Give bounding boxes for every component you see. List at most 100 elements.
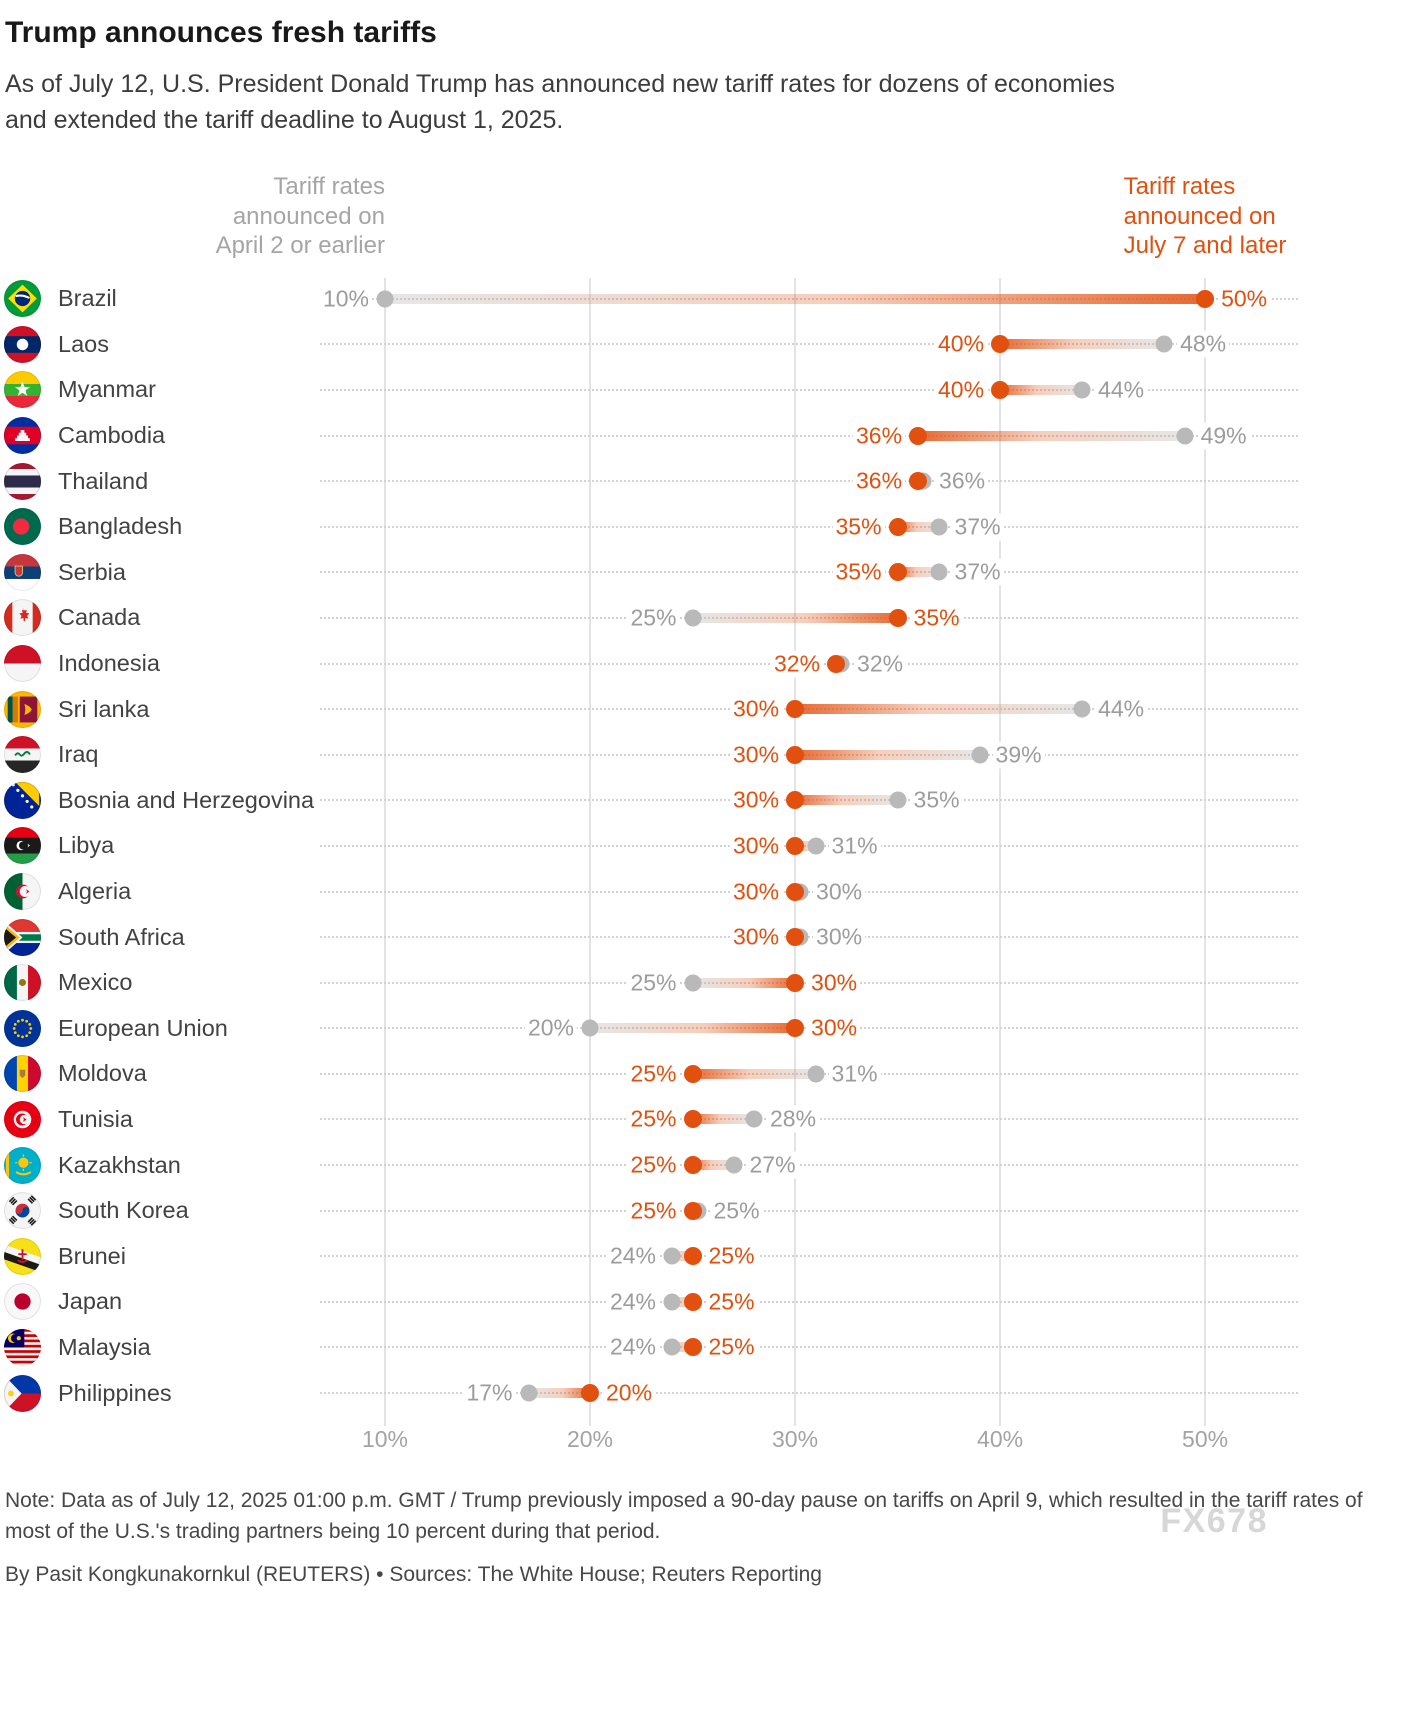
iraq-flag-icon	[4, 736, 41, 774]
row-track: 36% 49%	[320, 413, 1300, 459]
july-rate-label: 25%	[705, 1242, 758, 1270]
july-rate-label: 30%	[729, 786, 783, 814]
july-rate-dot	[888, 563, 907, 582]
row-track: 25% 24%	[320, 1279, 1300, 1325]
leader-dotted-line	[320, 525, 1298, 528]
leader-dotted-line	[320, 480, 1298, 483]
april-rate-label: 37%	[951, 513, 1004, 541]
rate-change-bar	[897, 521, 939, 532]
row-track: 40% 48%	[320, 322, 1300, 368]
rate-change-bar	[1000, 339, 1165, 350]
country-name: Iraq	[58, 741, 99, 768]
country-name: Brazil	[58, 285, 117, 312]
july-rate-label: 30%	[808, 969, 861, 997]
july-rate-label: 25%	[627, 1151, 680, 1179]
april-rate-dot	[684, 609, 702, 627]
july-rate-dot	[683, 1110, 702, 1129]
july-rate-dot	[1196, 289, 1215, 308]
rate-change-bar	[384, 293, 1206, 304]
leader-dotted-line	[320, 1164, 1298, 1167]
rate-change-bar	[672, 1342, 693, 1353]
rate-change-bar	[692, 1160, 734, 1171]
country-name: Bosnia and Herzegovina	[58, 786, 315, 813]
april-rate-dot	[807, 837, 825, 855]
row-track: 25% 25%	[320, 1188, 1300, 1234]
row-track: 30% 25%	[320, 960, 1300, 1006]
country-row-moldova: Moldova 25% 31%	[0, 1051, 1420, 1097]
leader-dotted-line	[320, 1346, 1298, 1349]
mexico-flag-icon	[4, 964, 41, 1002]
july-rate-dot	[909, 472, 928, 491]
country-row-philippines: Philippines 20% 17%	[0, 1370, 1420, 1416]
legend-july-series: Tariff rates announced on July 7 and later	[1123, 173, 1287, 260]
country-name: Moldova	[58, 1060, 147, 1087]
row-track: 35% 37%	[320, 504, 1300, 550]
april-rate-label: 48%	[1177, 330, 1230, 358]
row-track: 25% 24%	[320, 1325, 1300, 1371]
country-name: Serbia	[58, 558, 126, 585]
leader-dotted-line	[320, 1255, 1298, 1258]
myanmar-flag-icon	[4, 371, 41, 409]
thailand-flag-icon	[4, 462, 41, 500]
july-rate-label: 25%	[627, 1105, 680, 1133]
leader-dotted-line	[320, 1300, 1298, 1303]
july-rate-dot	[786, 836, 805, 855]
row-track: 30% 39%	[320, 732, 1300, 778]
july-rate-label: 30%	[729, 695, 783, 723]
leader-dotted-line	[320, 388, 1298, 391]
x-axis: 10% 20% 30% 40% 50%	[320, 1416, 1300, 1460]
legend-april-series: Tariff rates announced on April 2 or earli…	[215, 173, 385, 260]
july-rate-dot	[991, 380, 1010, 399]
southafrica-flag-icon	[4, 918, 41, 956]
april-rate-dot	[581, 1019, 599, 1037]
april-rate-dot	[663, 1247, 681, 1265]
row-track: 35% 37%	[320, 550, 1300, 596]
country-name: Bangladesh	[58, 513, 183, 540]
april-rate-dot	[520, 1384, 537, 1402]
country-row-brazil: Brazil 50% 10%	[0, 276, 1420, 322]
libya-flag-icon	[4, 827, 41, 865]
april-rate-dot	[807, 1065, 825, 1083]
country-row-srilanka: Sri lanka 30% 44%	[0, 686, 1420, 732]
july-rate-label: 35%	[910, 604, 963, 632]
brunei-flag-icon	[4, 1237, 41, 1275]
july-rate-dot	[786, 700, 805, 719]
july-rate-label: 36%	[852, 422, 906, 450]
july-rate-dot	[888, 608, 907, 627]
july-rate-label: 40%	[935, 376, 988, 404]
country-name: Philippines	[58, 1379, 172, 1406]
country-name: European Union	[58, 1014, 228, 1041]
rate-change-bar	[692, 1114, 755, 1125]
rate-change-bar	[897, 567, 939, 578]
row-track: 40% 44%	[320, 367, 1300, 413]
kazakhstan-flag-icon	[4, 1146, 41, 1184]
country-row-malaysia: Malaysia 25% 24%	[0, 1325, 1420, 1371]
april-rate-dot	[684, 974, 702, 992]
row-track: 30% 30%	[320, 914, 1300, 960]
country-name: Sri lanka	[58, 695, 150, 722]
country-name: Myanmar	[58, 376, 156, 403]
row-track: 20% 17%	[320, 1370, 1300, 1416]
april-rate-label: 27%	[746, 1151, 799, 1179]
country-name: Cambodia	[58, 422, 166, 449]
rate-change-bar	[1000, 384, 1083, 395]
april-rate-label: 31%	[828, 832, 881, 860]
gridline	[383, 278, 386, 1426]
april-rate-dot	[930, 518, 948, 536]
x-tick-label: 20%	[566, 1425, 614, 1452]
rate-change-bar	[590, 1023, 796, 1034]
july-rate-dot	[683, 1292, 702, 1311]
country-name: Canada	[58, 604, 141, 631]
chart-footer: Note: Data as of July 12, 2025 01:00 p.m…	[0, 1460, 1420, 1587]
country-row-mexico: Mexico 30% 25%	[0, 960, 1420, 1006]
april-rate-label: 20%	[524, 1014, 577, 1042]
rate-change-bar	[795, 840, 816, 851]
leader-dotted-line	[320, 1209, 1298, 1212]
country-name: Malaysia	[58, 1333, 151, 1360]
country-row-brunei: Brunei 25% 24%	[0, 1233, 1420, 1279]
april-rate-dot	[1155, 335, 1173, 353]
rate-change-bar	[795, 749, 980, 760]
july-rate-label: 25%	[627, 1197, 680, 1225]
country-row-laos: Laos 40% 48%	[0, 322, 1420, 368]
april-rate-label: 25%	[710, 1197, 763, 1225]
